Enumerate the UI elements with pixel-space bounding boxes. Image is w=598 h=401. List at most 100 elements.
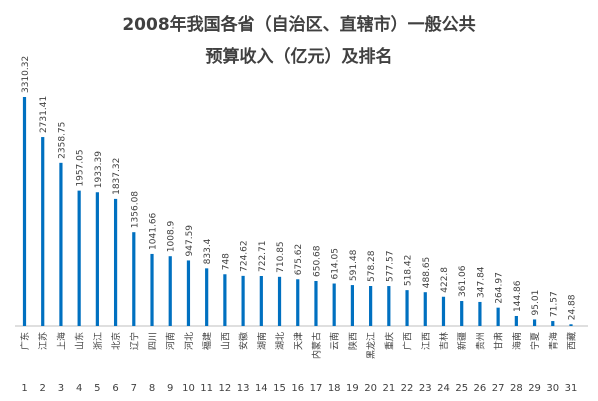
bar-17: [314, 280, 318, 326]
rank-label-18: 18: [328, 383, 341, 394]
value-label-17: 650.68: [312, 245, 322, 277]
rank-label-17: 17: [310, 383, 323, 394]
rank-label-3: 3: [58, 383, 64, 394]
bar-30: [551, 321, 555, 326]
rank-labels-group: 1 2 3 4 5 6 7 8 9 10 11 12 13 14 15 16 17 18 19 20 21 22 23 24 2…: [21, 383, 577, 394]
category-label-3: 上海: [55, 332, 67, 350]
category-label-18: 云南: [329, 332, 341, 350]
bar-8: [150, 253, 154, 326]
chart-title-line-2: 预算收入（亿元）及排名: [206, 46, 393, 67]
category-label-2: 江苏: [37, 332, 49, 350]
rank-label-13: 13: [237, 383, 250, 394]
rank-label-29: 29: [528, 383, 541, 394]
category-labels-group: 广东 江苏 上海 山东 浙江 北京 辽宁 四川 河南 河北 福建 山西 安徽 湖南 湖北 天津 内蒙古 云南 陕西黑…: [19, 332, 578, 359]
value-label-22: 518.42: [404, 255, 414, 287]
category-label-12: 山西: [220, 332, 231, 350]
value-label-2: 2731.41: [39, 96, 49, 133]
bar-6: [113, 198, 118, 326]
bar-24: [441, 296, 446, 326]
rank-label-24: 24: [437, 383, 450, 394]
bar-2: [41, 137, 45, 326]
rank-label-28: 28: [510, 383, 523, 394]
bar-21: [387, 286, 391, 326]
bar-22: [405, 290, 409, 326]
value-label-10: 947.59: [185, 225, 195, 257]
bar-23: [423, 292, 427, 326]
rank-label-1: 1: [21, 383, 27, 394]
rank-label-14: 14: [255, 383, 268, 394]
bar-12: [223, 274, 227, 326]
category-label-20: 黑龙江: [365, 332, 377, 359]
bar-25: [460, 301, 464, 326]
category-label-23: 江西: [421, 332, 432, 350]
category-label-28: 海南: [511, 332, 523, 350]
rank-label-4: 4: [76, 383, 82, 394]
value-label-24: 422.8: [440, 267, 450, 293]
rank-label-21: 21: [382, 383, 395, 394]
bar-3: [59, 162, 63, 326]
bar-19: [350, 285, 354, 326]
rank-label-31: 31: [565, 383, 578, 394]
chart-title-line-1: 2008年我国各省（自治区、直辖市）一般公共: [122, 14, 475, 35]
bar-9: [168, 256, 172, 326]
bar-18: [332, 283, 336, 326]
category-label-30: 青海: [547, 332, 559, 350]
category-label-16: 天津: [293, 332, 304, 350]
value-label-26: 347.84: [476, 266, 486, 298]
rank-label-20: 20: [364, 383, 377, 394]
bar-27: [496, 307, 500, 326]
watermark: 扛杆游戏: [506, 368, 578, 385]
rank-label-30: 30: [546, 383, 559, 394]
rank-label-11: 11: [200, 383, 213, 394]
category-label-27: 甘肃: [493, 332, 505, 350]
value-label-29: 95.01: [531, 290, 541, 316]
bar-29: [532, 319, 537, 326]
value-label-18: 614.05: [331, 248, 341, 280]
value-label-30: 71.57: [549, 291, 559, 317]
bar-14: [259, 276, 263, 326]
rank-label-26: 26: [474, 383, 487, 394]
category-label-7: 辽宁: [128, 332, 140, 350]
bar-20: [369, 286, 373, 326]
bar-15: [277, 276, 282, 326]
value-label-31: 24.88: [568, 294, 578, 320]
bar-11: [205, 268, 209, 326]
value-label-3: 2358.75: [57, 122, 67, 159]
rank-label-9: 9: [167, 383, 173, 394]
value-label-9: 1008.9: [167, 220, 177, 252]
value-label-8: 1041.66: [149, 212, 159, 249]
value-label-4: 1957.05: [76, 149, 86, 186]
category-label-14: 湖南: [256, 332, 268, 350]
bar-4: [77, 190, 81, 326]
category-label-15: 湖北: [275, 332, 286, 350]
value-label-21: 577.57: [385, 251, 395, 283]
category-label-13: 安徽: [238, 332, 250, 350]
category-label-17: 内蒙古: [310, 332, 322, 359]
rank-label-6: 6: [112, 383, 118, 394]
value-label-13: 724.62: [240, 240, 250, 272]
bar-7: [132, 232, 136, 326]
rank-label-7: 7: [131, 383, 137, 394]
category-label-21: 重庆: [383, 332, 395, 350]
bar-16: [296, 279, 300, 326]
value-labels-group: 3310.32 2731.41 2358.75 1957.05 1933.39 1837.…: [21, 56, 578, 320]
rank-label-25: 25: [455, 383, 468, 394]
bars-group: [22, 97, 573, 326]
rank-label-15: 15: [273, 383, 286, 394]
value-label-23: 488.65: [422, 257, 432, 289]
value-label-20: 578.28: [367, 250, 377, 282]
value-label-6: 1837.32: [112, 158, 122, 195]
value-label-27: 264.97: [495, 272, 505, 304]
bar-1: [22, 97, 27, 326]
value-label-5: 1933.39: [94, 151, 104, 188]
bar-31: [569, 324, 573, 326]
rank-label-16: 16: [291, 383, 304, 394]
bar-5: [95, 192, 99, 326]
category-label-19: 陕西: [347, 332, 359, 350]
value-label-7: 1356.08: [130, 191, 140, 228]
watermark-logo-icon: [506, 368, 522, 384]
rank-label-22: 22: [401, 383, 414, 394]
category-label-22: 广西: [402, 332, 414, 350]
value-label-1: 3310.32: [21, 56, 31, 93]
bar-26: [478, 301, 482, 326]
